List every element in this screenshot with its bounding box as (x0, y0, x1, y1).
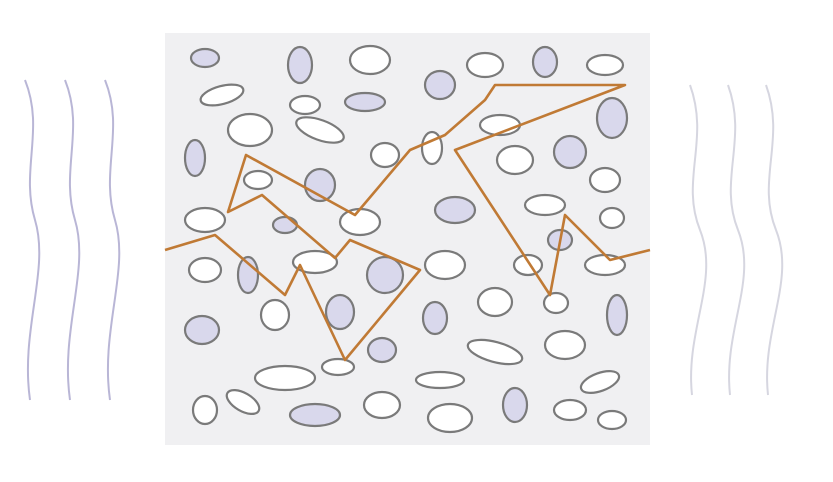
wave (104, 79, 121, 401)
particle (552, 398, 588, 422)
particle (423, 69, 457, 101)
particle (191, 394, 219, 426)
particle (288, 94, 322, 116)
particle (423, 249, 467, 281)
particle (543, 329, 587, 361)
particle (343, 91, 387, 113)
particle (595, 96, 629, 140)
particle (295, 116, 345, 144)
particle (579, 370, 621, 394)
particle (552, 134, 588, 170)
light-path (164, 83, 651, 362)
particle (183, 206, 227, 234)
wave (64, 79, 81, 401)
particle (542, 291, 570, 315)
incoming-waves (24, 79, 121, 401)
wave (24, 79, 41, 401)
particle (414, 370, 466, 390)
particle (420, 130, 444, 166)
particle (324, 293, 356, 331)
particle (365, 255, 405, 295)
particle (225, 388, 261, 416)
particle (291, 249, 339, 275)
particle (253, 364, 317, 392)
particle (369, 141, 401, 169)
particle (476, 286, 514, 318)
particles (183, 44, 629, 434)
particle (523, 193, 567, 217)
particle (501, 386, 529, 424)
particle (421, 300, 449, 336)
particle (288, 402, 342, 428)
particle (426, 402, 474, 434)
particle (465, 51, 505, 79)
particle (433, 195, 477, 225)
particle (362, 390, 402, 420)
light-paths (164, 83, 651, 362)
particle (348, 44, 392, 76)
particle (259, 298, 291, 332)
particle (187, 256, 223, 284)
particle (183, 314, 221, 346)
particle (199, 83, 245, 107)
particle (226, 112, 274, 148)
wave (765, 84, 784, 396)
particle (366, 336, 398, 364)
particle (596, 409, 628, 431)
particle (183, 138, 207, 178)
particle (338, 207, 382, 237)
particle (286, 45, 314, 85)
particle (585, 53, 625, 77)
wave (727, 84, 746, 396)
particle (271, 215, 299, 235)
particle (320, 357, 356, 377)
particle (466, 338, 524, 366)
particle (242, 169, 274, 191)
particle (189, 47, 221, 69)
outgoing-waves (689, 84, 784, 396)
particle (531, 45, 559, 79)
particle (588, 166, 622, 194)
particle (598, 206, 626, 230)
particle (495, 144, 535, 176)
particle (512, 253, 544, 277)
particle (605, 293, 629, 337)
wave (689, 84, 708, 396)
